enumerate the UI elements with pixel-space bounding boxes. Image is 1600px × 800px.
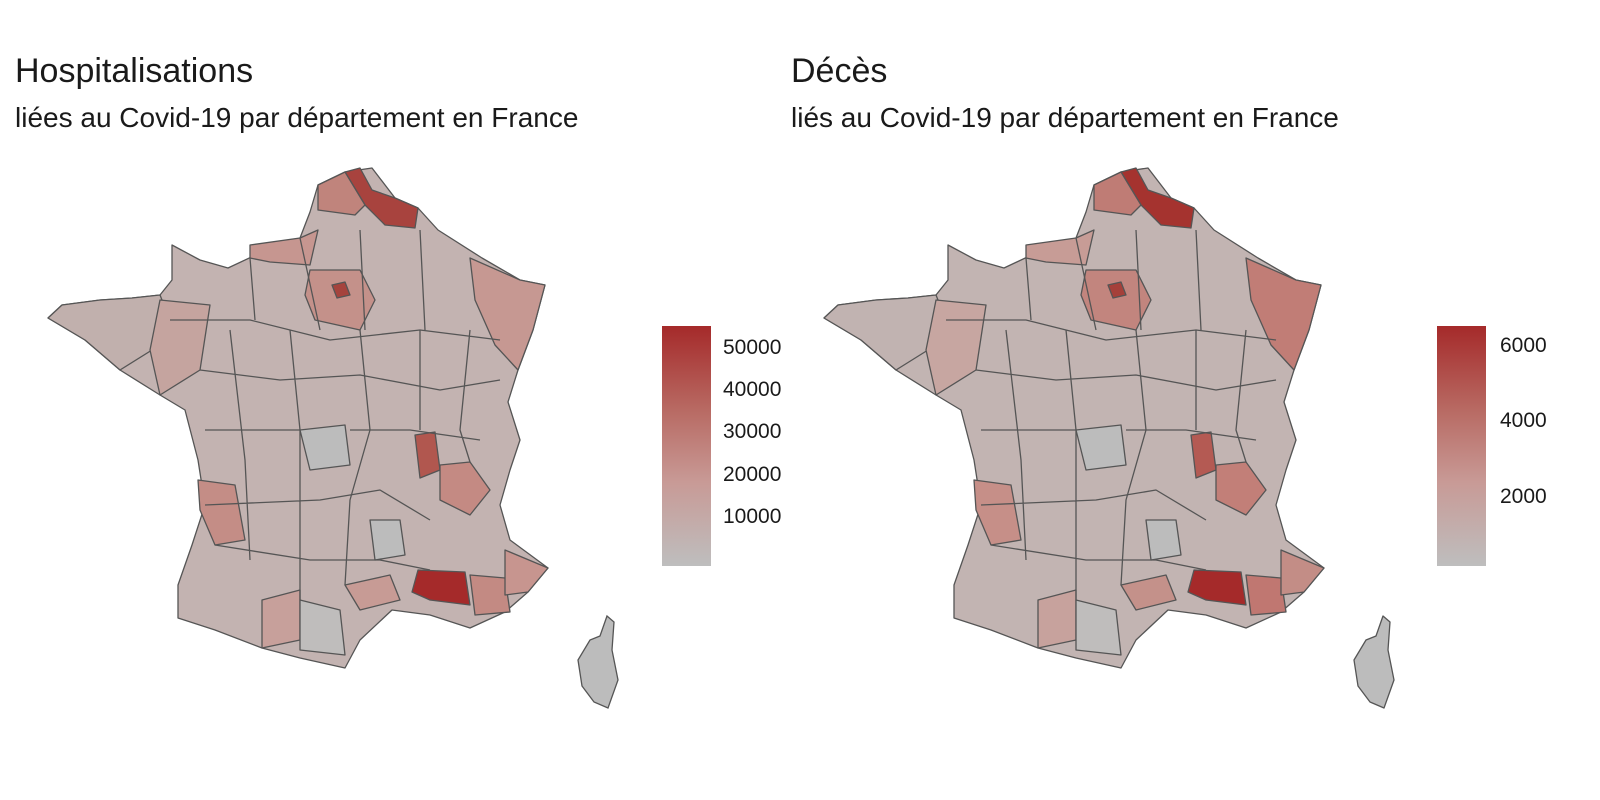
region-normandie <box>1025 229 1095 266</box>
region-cantal <box>369 519 406 561</box>
color-legend <box>1437 326 1486 566</box>
region-haute-garonne <box>299 599 346 656</box>
hospitalisations-panel: Hospitalisations liées au Covid-19 par d… <box>15 52 782 709</box>
region-cantal <box>1145 519 1182 561</box>
region-pays-de-loire <box>149 299 211 396</box>
region-pays-de-loire <box>925 299 987 396</box>
region-nord <box>1120 167 1195 229</box>
region-var <box>1245 574 1287 616</box>
legend-label: 10000 <box>723 505 782 528</box>
region-bouches-du-rhone <box>1187 569 1247 606</box>
legend-label: 4000 <box>1500 409 1547 432</box>
deces-panel: Décès liés au Covid-19 par département e… <box>791 0 1600 800</box>
region-gironde <box>973 479 1022 546</box>
region-bouches-du-rhone <box>411 569 471 606</box>
legend-label: 30000 <box>723 420 782 443</box>
region-alpes-maritimes <box>504 549 549 596</box>
corsica <box>1353 615 1395 709</box>
region-isere <box>439 461 491 516</box>
legend-label: 50000 <box>723 336 782 359</box>
region-var <box>469 574 511 616</box>
region-grand-est <box>1245 257 1322 371</box>
region-haute-garonne <box>1075 599 1122 656</box>
map-subtitle: liées au Covid-19 par département en Fra… <box>15 102 579 133</box>
region-pas-de-calais <box>317 171 366 216</box>
region-pas-de-calais <box>1093 171 1142 216</box>
region-centre <box>1075 424 1127 471</box>
region-alpes-maritimes <box>1280 549 1325 596</box>
map-title: Décès <box>791 52 888 90</box>
color-legend <box>662 326 711 566</box>
region-nord <box>344 167 419 229</box>
region-pyrenees <box>1037 589 1077 649</box>
region-paris <box>1107 281 1127 299</box>
region-rhone <box>1190 431 1217 479</box>
legend-label: 20000 <box>723 463 782 486</box>
region-herault <box>344 574 401 611</box>
france-choropleth-map <box>823 167 1395 709</box>
region-paris <box>331 281 351 299</box>
legend-label: 40000 <box>723 378 782 401</box>
region-normandie <box>249 229 319 266</box>
region-grand-est <box>469 257 546 371</box>
legend-label: 6000 <box>1500 334 1547 357</box>
france-choropleth-map <box>47 167 619 709</box>
map-subtitle: liés au Covid-19 par département en Fran… <box>791 102 1339 133</box>
corsica <box>577 614 619 709</box>
region-gironde <box>197 479 246 546</box>
legend-label: 2000 <box>1500 485 1547 508</box>
region-herault <box>1120 574 1177 611</box>
region-centre <box>299 424 351 471</box>
region-rhone <box>414 431 441 479</box>
region-isere <box>1215 461 1267 516</box>
region-pyrenees <box>261 589 301 649</box>
map-title: Hospitalisations <box>15 52 254 90</box>
